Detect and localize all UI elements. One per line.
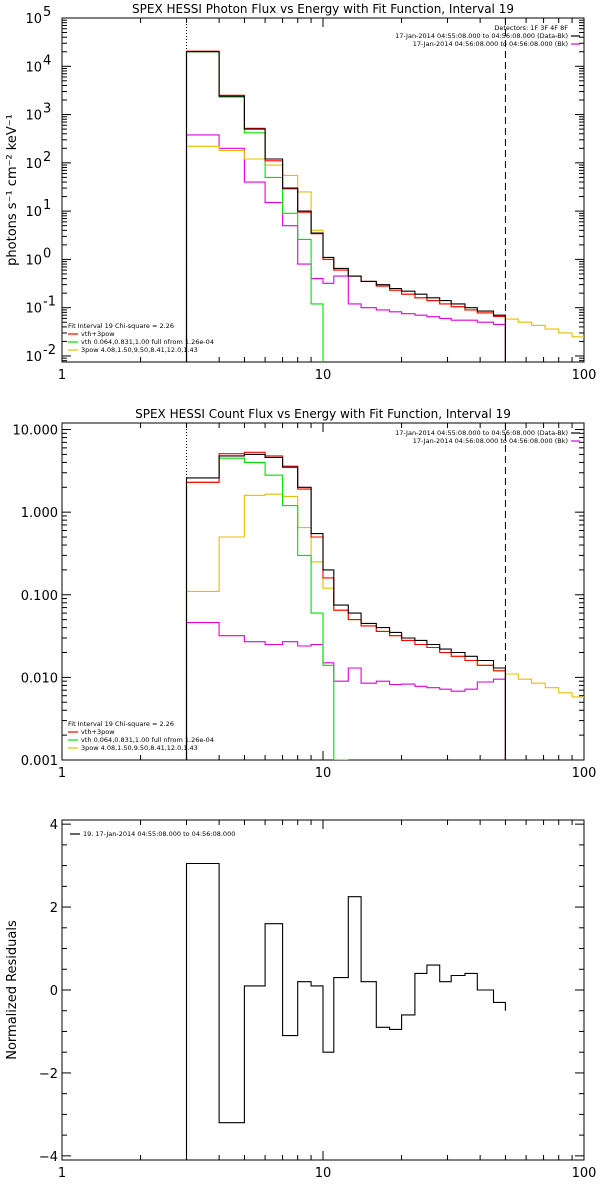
legend-entry-text: 17-Jan-2014 04:56:08.000 to 04:56:08.000…: [413, 437, 568, 445]
series-group: [185, 862, 506, 1160]
x-tick-label: 100: [572, 1166, 597, 1181]
x-tick-label: 1: [58, 368, 66, 383]
series-vth-line: [185, 51, 324, 362]
y-tick-exponent: 2: [43, 150, 51, 165]
chart-panel-1: SPEX HESSI Photon Flux vs Energy with Fi…: [5, 2, 596, 383]
series-vth-3pow-line: [185, 50, 506, 362]
legend-entry-text: Detectors: 1F 3F 4F 8F: [494, 24, 568, 32]
y-tick-label: 1.000: [21, 506, 58, 521]
y-tick-label: 0: [50, 984, 58, 999]
y-axis-label: Normalized Residuals: [5, 920, 20, 1060]
chart-title: SPEX HESSI Photon Flux vs Energy with Fi…: [132, 2, 514, 16]
y-tick-label: −2: [39, 1067, 58, 1082]
chart-panel-2: SPEX HESSI Count Flux vs Energy with Fit…: [13, 407, 597, 781]
legend-bottom-left: Fit Interval 19 Chi-square = 2.26vth+3po…: [68, 322, 214, 354]
x-tick-label: 1: [58, 1166, 66, 1181]
y-tick-exponent: 5: [43, 5, 51, 20]
series-data-bk-line: [185, 51, 506, 362]
series-bk-line: [185, 134, 506, 362]
x-tick-label: 100: [572, 368, 597, 383]
y-tick-label: 10: [25, 253, 42, 268]
chart-title: SPEX HESSI Count Flux vs Energy with Fit…: [135, 407, 511, 421]
y-tick-exponent: 3: [43, 102, 51, 117]
y-tick-label: 10: [25, 205, 42, 220]
series-vth-line: [185, 457, 349, 760]
series-group: [185, 451, 584, 760]
y-tick-exponent: 0: [43, 246, 51, 261]
y-tick-label: 10: [25, 109, 42, 124]
legend-top-left: 19. 17-Jan-2014 04:55:08.000 to 04:56:08…: [70, 830, 235, 838]
x-tick-label: 10: [315, 766, 332, 781]
series-bk-line: [185, 622, 506, 760]
series-19-17-jan-2014-04-55-08-000-to-04-56-08-000-line: [185, 862, 506, 1160]
y-axis-label: photons s⁻¹ cm⁻² keV⁻¹: [5, 114, 20, 266]
legend-entry-text: 19. 17-Jan-2014 04:55:08.000 to 04:56:08…: [83, 830, 235, 838]
chart-panel-3: 1 10 100 −4 −2 0 2 4 Normalized Residuals 19. 17-…: [5, 818, 596, 1181]
x-tick-label: 10: [315, 368, 332, 383]
y-tick-label: 2: [50, 901, 58, 916]
legend-entry-text: vth+3pow: [81, 728, 115, 736]
x-tick-label: 10: [315, 1166, 332, 1181]
y-tick-label: 0.100: [21, 589, 58, 604]
series-3pow-line: [185, 145, 584, 362]
legend-entry-text: vth 0.064,0.831,1.00 full nfrom 1.26e-04: [81, 338, 214, 346]
y-tick-label: 10: [25, 12, 42, 27]
legend-entry-text: 3pow 4.08,1.50,9.50,8.41,12.0,1.43: [81, 744, 198, 752]
y-tick-label: 10: [25, 302, 42, 317]
legend-entry-text: vth 0.064,0.831,1.00 full nfrom 1.26e-04: [81, 736, 214, 744]
legend-entry-text: 3pow 4.08,1.50,9.50,8.41,12.0,1.43: [81, 346, 198, 354]
legend-entry-text: 17-Jan-2014 04:55:08.000 to 04:56:08.000…: [395, 32, 568, 40]
y-tick-label: 4: [50, 818, 58, 833]
y-tick-label: 10: [25, 157, 42, 172]
x-tick-label: 100: [572, 766, 597, 781]
legend-top-right: 17-Jan-2014 04:55:08.000 to 04:56:08.000…: [395, 429, 580, 445]
series-data-bk-line: [185, 453, 506, 760]
legend-entry-text: Fit Interval 19 Chi-square = 2.26: [68, 720, 174, 728]
y-tick-exponent: -2: [43, 343, 56, 358]
y-tick-label: −4: [39, 1150, 58, 1165]
series-group: [185, 50, 584, 362]
legend-entry-text: 17-Jan-2014 04:56:08.000 to 04:56:08.000…: [413, 40, 568, 48]
legend-bottom-left: Fit Interval 19 Chi-square = 2.26vth+3po…: [68, 720, 214, 752]
y-tick-label: 10: [25, 60, 42, 75]
y-tick-label: 0.010: [21, 671, 58, 686]
y-tick-exponent: 1: [43, 198, 51, 213]
y-tick-label: 0.001: [21, 754, 58, 769]
y-tick-label: 10: [25, 350, 42, 365]
legend-entry-text: 17-Jan-2014 04:55:08.000 to 04:56:08.000…: [395, 429, 568, 437]
y-tick-exponent: 4: [43, 53, 51, 68]
legend-entry-text: vth+3pow: [81, 330, 115, 338]
x-tick-label: 1: [58, 766, 66, 781]
y-tick-exponent: -1: [43, 295, 56, 310]
y-tick-label: 10.000: [13, 424, 59, 439]
legend-entry-text: Fit Interval 19 Chi-square = 2.26: [68, 322, 174, 330]
series-vth-3pow-line: [185, 451, 506, 760]
